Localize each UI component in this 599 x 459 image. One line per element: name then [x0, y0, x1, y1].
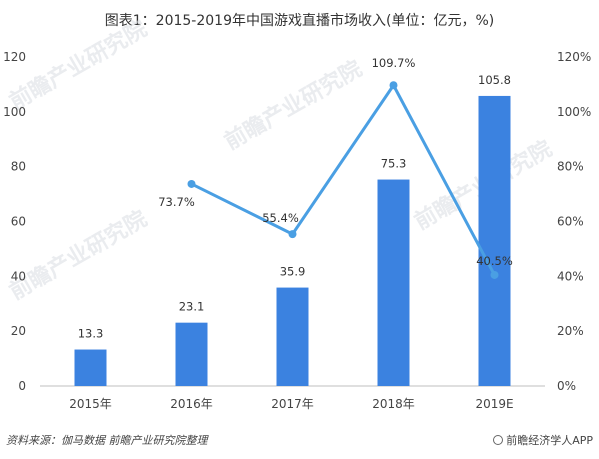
y-left-tick-label: 60	[11, 215, 26, 229]
growth-value-label: 40.5%	[476, 254, 513, 268]
footer: 资料来源：伽马数据 前瞻产业研究院整理 前瞻经济学人APP	[0, 432, 599, 450]
growth-line	[187, 81, 499, 279]
bar-value-label: 35.9	[280, 265, 306, 279]
brand-text: 前瞻经济学人APP	[506, 434, 593, 447]
y-left-tick-label: 40	[11, 269, 26, 283]
y-left-tick-label: 120	[3, 50, 26, 64]
y-right-tick-label: 120%	[557, 50, 591, 64]
bar-value-label: 105.8	[478, 73, 511, 87]
x-tick-label: 2017年	[271, 397, 314, 411]
x-tick-label: 2018年	[372, 397, 415, 411]
bar-value-label: 75.3	[381, 157, 407, 171]
bar	[175, 322, 208, 386]
bar-value-label: 13.3	[78, 327, 104, 341]
data-labels: 13.3 23.1 35.9 75.3 105.8 73.7% 55.4% 109.7% 40.…	[78, 56, 513, 340]
y-right-tick-label: 60%	[557, 215, 584, 229]
growth-line-path	[190, 83, 496, 276]
brand: 前瞻经济学人APP	[493, 432, 593, 448]
y-left-tick-label: 0	[18, 379, 26, 393]
bar	[276, 287, 309, 386]
bar	[478, 95, 511, 386]
growth-point	[288, 230, 297, 239]
x-tick-label: 2019E	[475, 397, 513, 411]
chart-title: 图表1：2015-2019年中国游戏直播市场收入(单位：亿元，%)	[104, 13, 495, 29]
bars	[74, 95, 511, 386]
growth-point	[490, 270, 499, 279]
y-right-tick-label: 0%	[557, 379, 576, 393]
growth-value-label: 109.7%	[372, 56, 416, 70]
y-left-tick-label: 80	[11, 160, 26, 174]
chart: 前瞻产业研究院前瞻产业研究院前瞻产业研究院前瞻产业研究院 0 20 40 60 80 10…	[3, 16, 591, 411]
source-note: 资料来源：伽马数据 前瞻产业研究院整理	[6, 434, 208, 447]
speech-bubble-icon	[493, 435, 504, 445]
y-right-tick-label: 80%	[557, 160, 584, 174]
growth-value-label: 73.7%	[158, 195, 195, 209]
bar	[74, 349, 107, 386]
watermarks: 前瞻产业研究院前瞻产业研究院前瞻产业研究院前瞻产业研究院	[5, 16, 556, 306]
y-right-tick-label: 20%	[557, 324, 584, 338]
y-right-tick-label: 40%	[557, 269, 584, 283]
watermark-text: 前瞻产业研究院	[5, 16, 151, 116]
bar	[377, 179, 410, 386]
y-left-tick-label: 20	[11, 324, 26, 338]
watermark-text: 前瞻产业研究院	[220, 56, 366, 156]
y-left-tick-label: 100	[3, 105, 26, 119]
x-tick-label: 2015年	[69, 397, 112, 411]
y-right-tick-label: 100%	[557, 105, 591, 119]
growth-value-label: 55.4%	[262, 211, 299, 225]
x-tick-label: 2016年	[170, 397, 213, 411]
bar-value-label: 23.1	[179, 300, 205, 314]
growth-point	[389, 81, 398, 90]
growth-point	[187, 179, 196, 188]
watermark-text: 前瞻产业研究院	[5, 206, 151, 306]
